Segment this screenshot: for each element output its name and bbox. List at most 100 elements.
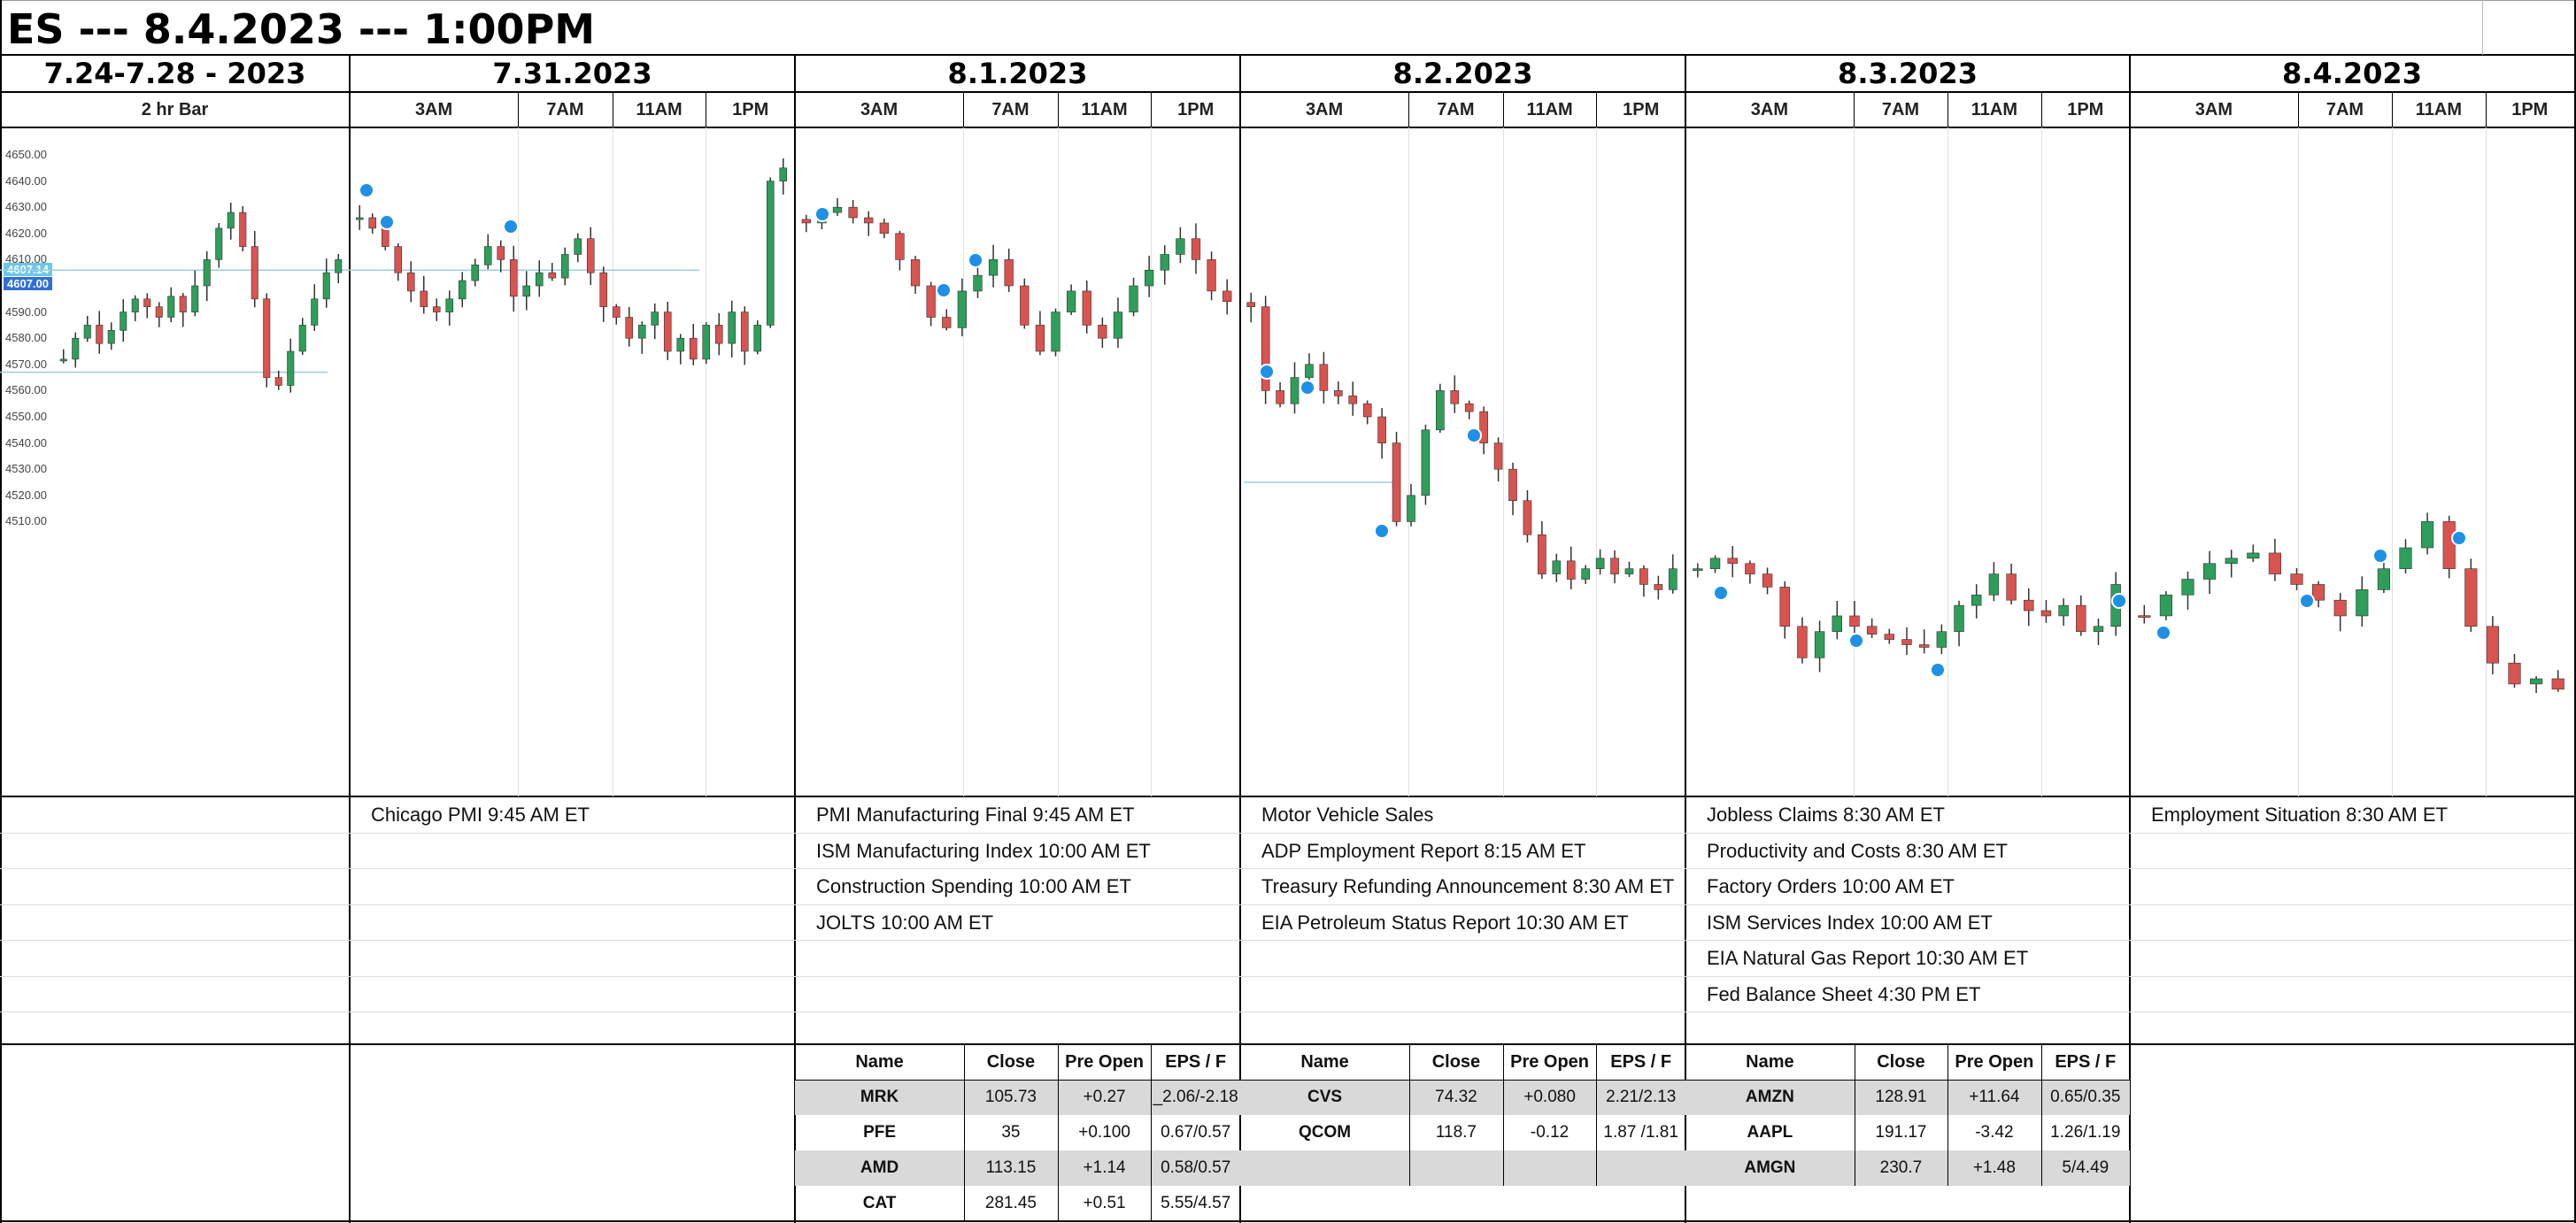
event-row-divider (795, 868, 1240, 869)
day-label: 7.24-7.28 - 2023 (43, 57, 306, 90)
economic-event: JOLTS 10:00 AM ET (816, 911, 994, 934)
candle (1082, 281, 1091, 334)
news-marker-icon[interactable] (968, 252, 983, 268)
event-row-divider (0, 975, 350, 977)
candle-body (2181, 579, 2194, 596)
candle-body (1246, 302, 1256, 307)
earnings-cell: +1.14 (1083, 1158, 1126, 1177)
event-row-divider (2130, 832, 2574, 834)
candle-body (1276, 390, 1284, 404)
price-tick-label: 4610.00 (5, 252, 47, 266)
earnings-cell: -0.12 (1530, 1123, 1570, 1142)
candle (2377, 558, 2390, 594)
news-marker-icon[interactable] (1259, 364, 1275, 380)
candle-body (1051, 312, 1060, 352)
day-label: 8.3.2023 (1838, 57, 1978, 90)
time-gridline (2297, 127, 2299, 796)
event-row-divider (1685, 975, 2130, 977)
candle-body (2508, 662, 2521, 685)
candle-body (1523, 500, 1532, 535)
candle-body (1421, 429, 1431, 496)
candle-body (107, 330, 115, 344)
earnings-cell: +11.64 (1969, 1088, 2020, 1106)
candle-body (335, 259, 343, 273)
candle-body (2421, 521, 2434, 549)
candle (1745, 560, 1755, 584)
news-marker-icon[interactable] (814, 206, 830, 222)
price-tick-label: 4570.00 (5, 357, 47, 371)
candle-body (311, 298, 319, 326)
news-marker-icon[interactable] (1713, 585, 1729, 601)
event-row-divider (1685, 940, 2130, 941)
event-row-divider (350, 868, 795, 869)
time-gridline (1947, 127, 1949, 796)
candle (483, 234, 492, 270)
news-marker-icon[interactable] (936, 282, 952, 298)
price-tick-label: 4630.00 (5, 200, 47, 214)
earnings-column-header: Name (855, 1051, 904, 1072)
candle-body (368, 217, 377, 229)
table-col-divider (1057, 1044, 1059, 1221)
news-marker-icon[interactable] (1300, 380, 1315, 396)
news-marker-icon[interactable] (2299, 593, 2315, 609)
candle-body (471, 265, 480, 281)
candle (2530, 676, 2543, 694)
news-marker-icon[interactable] (1374, 523, 1390, 539)
candle-body (1290, 377, 1300, 404)
candle (1832, 600, 1842, 640)
time-label: 11AM (2415, 99, 2462, 119)
table-col-divider (1502, 1044, 1504, 1186)
news-marker-icon[interactable] (2156, 625, 2171, 641)
news-marker-icon[interactable] (2451, 530, 2467, 546)
price-tick-label: 4620.00 (5, 226, 47, 240)
ticker-name: CAT (862, 1194, 897, 1212)
candle-body (1436, 390, 1445, 431)
candle (2138, 604, 2151, 624)
news-marker-icon[interactable] (2372, 548, 2388, 564)
candle-body (2333, 599, 2347, 617)
grid-hline (0, 127, 2576, 128)
candle-body (1668, 568, 1677, 590)
time-label: 1PM (732, 99, 769, 119)
candle-body (1362, 403, 1372, 418)
candle-body (263, 298, 271, 378)
candle (107, 322, 115, 350)
candle (203, 250, 211, 302)
candle (2464, 558, 2478, 632)
candle-body (394, 246, 403, 273)
candle-body (1727, 558, 1738, 565)
candle (179, 293, 187, 327)
time-divider (1057, 92, 1059, 127)
ticker-name: AMZN (1745, 1088, 1794, 1106)
news-marker-icon[interactable] (1848, 633, 1864, 649)
candle-body (96, 325, 104, 344)
candle-body (1450, 390, 1460, 404)
news-marker-icon[interactable] (1466, 427, 1482, 443)
day-label: 8.4.2023 (2282, 57, 2422, 90)
candle (1222, 279, 1232, 315)
candle (1918, 629, 1930, 654)
event-row-divider (795, 832, 1240, 834)
candle (1098, 317, 1107, 349)
candle-body (509, 259, 518, 297)
time-divider (2040, 92, 2042, 127)
candle-body (1610, 558, 1619, 574)
candle (1145, 255, 1154, 297)
table-col-divider (2040, 1044, 2042, 1186)
candle (2312, 581, 2325, 608)
time-label: 1PM (1623, 99, 1660, 119)
grid-vline (794, 55, 796, 1223)
candle (973, 263, 983, 298)
ticker-name (1240, 1150, 1409, 1186)
time-gridline (518, 127, 520, 796)
candle-body (1407, 495, 1415, 522)
candle (1421, 424, 1431, 505)
news-marker-icon[interactable] (379, 214, 395, 230)
news-marker-icon[interactable] (503, 219, 519, 235)
news-marker-icon[interactable] (359, 182, 374, 198)
news-marker-icon[interactable] (2111, 593, 2127, 609)
candle (368, 213, 377, 235)
candle-body (832, 206, 843, 213)
news-marker-icon[interactable] (1930, 662, 1946, 678)
